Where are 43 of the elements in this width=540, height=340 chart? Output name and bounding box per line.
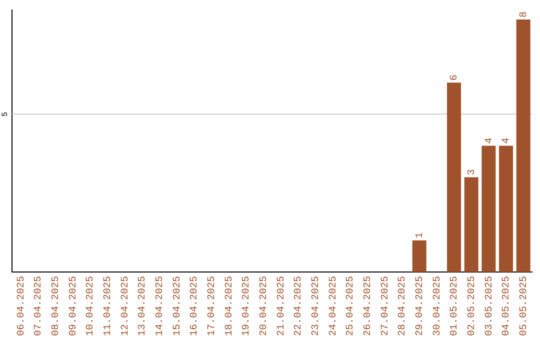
- data-label: 4: [484, 138, 496, 144]
- x-tick-label: 29.04.2025: [414, 276, 426, 336]
- data-label: 3: [466, 169, 478, 176]
- x-tick-label: 01.05.2025: [450, 276, 461, 336]
- x-tick-label: 27.04.2025: [380, 276, 392, 336]
- x-tick-label: 03.05.2025: [484, 276, 496, 336]
- x-tick-label: 30.04.2025: [432, 276, 444, 336]
- x-tick-label: 06.04.2025: [16, 276, 28, 336]
- x-tick-label: 09.04.2025: [68, 276, 80, 336]
- bar: [412, 240, 426, 272]
- data-label: 1: [414, 232, 426, 238]
- x-tick-label: 18.04.2025: [224, 276, 236, 336]
- x-tick-label: 10.04.2025: [86, 276, 97, 336]
- bar: [499, 146, 513, 272]
- x-tick-label: 22.04.2025: [294, 276, 305, 336]
- data-label: 4: [502, 138, 513, 144]
- x-tick-label: 07.04.2025: [34, 276, 45, 336]
- x-tick-label: 17.04.2025: [206, 276, 218, 336]
- data-label: 8: [518, 11, 530, 18]
- x-tick-label: 08.04.2025: [50, 276, 62, 336]
- x-tick-label: 13.04.2025: [138, 276, 149, 336]
- x-tick-label: 26.04.2025: [362, 276, 374, 336]
- x-tick-label: 19.04.2025: [242, 276, 253, 336]
- x-tick-label: 28.04.2025: [398, 276, 409, 336]
- ref-line-label: 5: [1, 112, 10, 117]
- x-tick-label: 24.04.2025: [328, 276, 340, 336]
- x-tick-label: 25.04.2025: [346, 276, 357, 336]
- x-tick-label: 14.04.2025: [154, 276, 166, 336]
- data-label: 6: [450, 74, 461, 81]
- x-tick-label: 11.04.2025: [102, 276, 114, 336]
- bar: [464, 177, 478, 272]
- x-tick-label: 16.04.2025: [190, 276, 201, 336]
- x-tick-label: 15.04.2025: [172, 276, 184, 336]
- bar: [447, 82, 461, 272]
- x-tick-label: 23.04.2025: [310, 276, 322, 336]
- x-tick-label: 20.04.2025: [258, 276, 270, 336]
- bar: [516, 19, 530, 272]
- x-tick-label: 12.04.2025: [120, 276, 132, 336]
- x-tick-label: 02.05.2025: [466, 276, 478, 336]
- x-tick-label: 04.05.2025: [502, 276, 513, 336]
- x-tick-label: 21.04.2025: [276, 276, 288, 336]
- x-tick-label: 05.05.2025: [518, 276, 530, 336]
- bar: [482, 146, 496, 272]
